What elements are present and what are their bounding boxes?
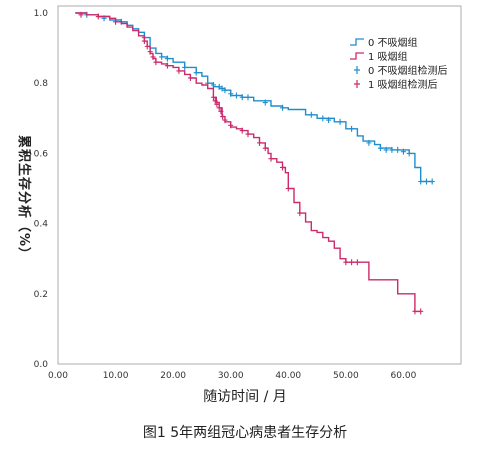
- series-0-censor-mark: [210, 81, 216, 88]
- series-1-censor-mark: [268, 155, 274, 162]
- series-1-censor-mark: [257, 139, 262, 146]
- series-0-censor-mark: [219, 85, 225, 92]
- x-tick-label: 20.00: [160, 371, 186, 381]
- series-1-censor-mark: [212, 97, 218, 104]
- series-0-censor-mark: [429, 178, 435, 185]
- series-0-censor-mark: [389, 146, 395, 153]
- x-axis-label: 随访时间 / 月: [203, 389, 287, 405]
- series-0-censor-mark: [337, 118, 343, 125]
- y-tick-label: 0.4: [34, 220, 49, 230]
- series-0-censor-mark: [377, 145, 383, 152]
- series-0-censor-mark: [216, 83, 222, 90]
- legend-label: 0 不吸烟组: [368, 36, 418, 49]
- x-tick-labels: 0.00 10.00 20.00 30.00 40.00 50.00 60.00: [48, 371, 417, 381]
- series-1-censor-mark: [164, 62, 170, 69]
- series-1-censor-mark: [343, 259, 349, 266]
- series-0-censor-mark: [308, 111, 314, 118]
- x-tick-label: 30.00: [218, 371, 244, 381]
- figure-caption: 图1 5年两组冠心病患者生存分析: [143, 425, 347, 441]
- series-1-censor-mark: [262, 145, 268, 152]
- series-1-censor-mark: [218, 108, 224, 115]
- series-1-censor-mark: [141, 38, 147, 45]
- series-layer: [75, 11, 435, 315]
- series-0-censor-mark: [239, 94, 245, 101]
- y-tick-label: 0.2: [34, 290, 48, 300]
- series-0-censor-mark: [280, 104, 286, 111]
- series-0-censor-mark: [320, 115, 326, 122]
- legend-line-swatch: [350, 52, 364, 60]
- x-tick-label: 40.00: [275, 371, 301, 381]
- plot-area: [57, 5, 462, 365]
- legend-line-swatch: [350, 38, 364, 46]
- series-1-censor-mark: [412, 308, 418, 315]
- series-1-censor-mark: [216, 104, 222, 111]
- legend-censor-swatch: [354, 66, 360, 74]
- series-0-censor-mark: [349, 125, 355, 132]
- y-tick-labels: 0.0 0.2 0.4 0.6 0.8 1.0: [34, 9, 49, 370]
- series-1-censor-mark: [239, 127, 245, 134]
- series-1-censor-mark: [78, 11, 84, 18]
- series-0-censor-mark: [233, 92, 239, 99]
- series-1-censor-mark: [210, 94, 216, 101]
- series-0-censor-mark: [182, 64, 188, 71]
- series-1-censor-mark: [280, 164, 286, 171]
- x-tick-label: 50.00: [333, 371, 359, 381]
- series-1-censor-mark: [245, 131, 251, 138]
- legend-censor-swatch: [354, 80, 360, 88]
- series-1-censor-mark: [354, 259, 360, 266]
- series-1-censor-mark: [95, 13, 101, 20]
- x-tick-label: 10.00: [103, 371, 129, 381]
- legend-label: 1 吸烟组: [368, 50, 408, 63]
- x-tick-label: 0.00: [48, 371, 68, 381]
- y-tick-label: 1.0: [34, 9, 49, 19]
- series-1-censor-mark: [147, 48, 153, 55]
- series-1-censor-mark: [144, 43, 150, 50]
- series-1-censor-mark: [113, 18, 119, 25]
- series-0-censor-mark: [262, 99, 268, 106]
- x-tick-label: 60.00: [391, 371, 417, 381]
- series-0-censor-mark: [383, 146, 389, 153]
- series-0-censor-mark: [326, 117, 332, 124]
- series-1-censor-mark: [222, 117, 228, 124]
- series-0-censor-mark: [423, 178, 429, 185]
- series-1-censor-mark: [176, 67, 182, 74]
- series-1-censor-mark: [418, 308, 424, 315]
- series-0-censor-mark: [193, 69, 199, 76]
- legend-label: 0 不吸烟组检测后: [368, 64, 448, 77]
- series-0-censor-mark: [164, 55, 170, 62]
- series-1-censor-mark: [297, 210, 303, 217]
- y-tick-label: 0.6: [34, 149, 49, 159]
- y-tick-label: 0.8: [34, 79, 49, 89]
- series-1-censor-mark: [214, 101, 220, 108]
- series-0-censor-mark: [400, 148, 406, 155]
- series-1-censor-mark: [349, 259, 355, 266]
- series-1-censor-mark: [285, 185, 291, 192]
- series-0-censor-mark: [159, 53, 165, 60]
- series-0-censor-mark: [395, 146, 401, 153]
- series-1-censor-mark: [228, 122, 234, 129]
- legend-label: 1 吸烟组检测后: [368, 78, 438, 91]
- y-axis-label: 累积生存分析（%）: [16, 135, 32, 261]
- series-0-censor-mark: [222, 87, 228, 94]
- series-1-censor-mark: [187, 74, 193, 81]
- series-1-censor-mark: [220, 113, 226, 120]
- y-tick-label: 0.0: [34, 360, 49, 370]
- series-0-censor-mark: [366, 139, 372, 146]
- series-0-censor-mark: [418, 178, 424, 185]
- series-0-censor-mark: [228, 90, 234, 97]
- series-0-censor-mark: [245, 94, 251, 101]
- series-1-censor-mark: [150, 53, 156, 60]
- series-1-censor-mark: [153, 59, 159, 66]
- series-0-censor-mark: [406, 150, 412, 157]
